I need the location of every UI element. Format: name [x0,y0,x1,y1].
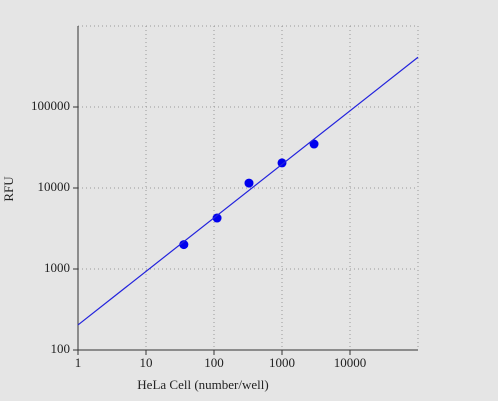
x-tick-label: 10 [140,355,153,370]
x-axis-label: HeLa Cell (number/well) [137,377,268,392]
data-point [244,178,254,188]
y-tick-label: 100000 [31,98,70,113]
x-tick-label: 1 [75,355,82,370]
y-tick-label: 1000 [44,260,70,275]
fit-line [77,56,419,326]
x-tick-label: 100 [204,355,224,370]
y-tick-label: 10000 [38,179,71,194]
y-tick-label: 100 [51,341,71,356]
data-point [309,139,319,149]
y-axis-label: RFU [1,176,16,202]
x-tick-label: 10000 [334,355,367,370]
data-point [179,240,189,250]
data-point [212,213,222,223]
data-point [277,158,287,168]
x-tick-label: 1000 [269,355,295,370]
